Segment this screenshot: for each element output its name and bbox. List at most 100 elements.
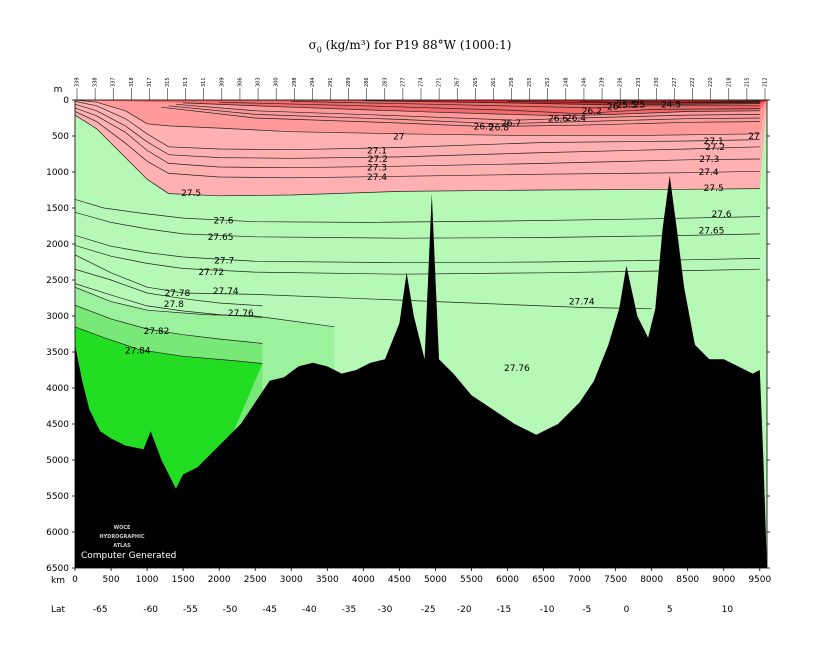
contour-label: 25.5 [616,101,636,111]
station-label: 303 [256,77,262,87]
lat-tick-label: -35 [342,605,357,615]
y-tick-label: 3500 [46,348,69,358]
contour-26.4 [219,101,760,115]
station-label: 300 [274,77,280,87]
station-label: 258 [509,77,515,87]
station-label: 267 [455,77,461,87]
station-label: 286 [364,77,370,87]
contour-label: 27.1 [704,137,724,147]
y-tick-label: 3000 [46,312,69,322]
x-tick-label: 8000 [640,575,663,585]
contour-27.2 [75,103,760,159]
x-tick-label: 9000 [712,575,735,585]
station-label: 311 [201,77,207,87]
station-label: 337 [111,77,117,87]
x-tick-label: 2500 [244,575,267,585]
y-tick-label: 0 [63,96,69,106]
station-label: 317 [147,77,153,87]
contour-26.9 [161,106,760,127]
station-label: 222 [690,77,696,87]
contour-label: 27.6 [213,217,233,227]
contour-27.3 [75,107,760,169]
station-label: 218 [726,77,732,87]
contour-26.8 [168,105,760,125]
contour-label: 26.6 [548,115,568,125]
station-label: 212 [763,77,769,87]
contour-label: 27 [748,132,759,142]
lat-tick-label: -65 [93,605,108,615]
y-tick-label: 4000 [46,384,69,394]
lat-tick-label: -40 [302,605,317,615]
logo-line: WOCE [114,525,131,531]
station-label: 313 [183,77,189,87]
station-label: 255 [527,77,533,87]
contour-27.65 [75,211,760,239]
logo-line: HYDROGRAPHIC [99,534,145,540]
contour-label: 27.3 [367,164,387,174]
lat-tick-label: 0 [624,605,630,615]
contour-27.4 [75,111,760,179]
x-tick-label: 1000 [136,575,159,585]
y-tick-label: 2000 [46,240,69,250]
y-tick-label: 1500 [46,204,69,214]
contour-label: 26.2 [582,107,602,117]
x-tick-label: 6000 [496,575,519,585]
contour-label: 27.84 [125,347,151,357]
y-tick-label: 4500 [46,420,69,430]
contour-label: 26.4 [566,114,586,124]
station-label: 233 [636,77,642,87]
contour-label: 27.72 [198,268,224,278]
contour-27.82 [75,304,263,344]
station-label: 227 [672,77,678,87]
contour-label: 27.65 [208,233,234,243]
lat-tick-label: -30 [378,605,393,615]
x-tick-label: 2000 [208,575,231,585]
y-tick-label: 2500 [46,276,69,286]
x-tick-label: 6500 [532,575,555,585]
contour-label: 27.65 [699,226,725,236]
contour-27 [75,100,760,136]
contour-27.74 [75,254,652,310]
chart-title: σ0 (kg/m³) for P19 88°W (1000:1) [308,38,512,55]
lat-tick-label: -20 [457,605,472,615]
lat-tick-label: -15 [497,605,512,615]
contour-label: 27.74 [213,287,239,297]
lat-axis-label: Lat [51,605,66,615]
contour-27.78 [75,268,263,307]
y-tick-label: 5000 [46,456,69,466]
contour-label: 26.7 [501,119,521,129]
band-deep-red [75,100,767,105]
x-tick-label: 3000 [280,575,303,585]
station-label: 248 [563,77,569,87]
station-label: 274 [419,77,425,87]
x-tick-label: 1500 [172,575,195,585]
contour-label: 24.5 [661,100,681,110]
contour-label: 27.1 [367,146,387,156]
credit-text: Computer Generated [81,551,176,561]
x-tick-label: 500 [102,575,119,585]
contour-label: 26.9 [474,123,494,133]
x-tick-label: 4500 [388,575,411,585]
station-label: 239 [600,77,606,87]
station-label: 338 [93,77,99,87]
contour-label: 27.4 [699,168,719,178]
isopycnal-lines [75,100,760,364]
contour-24.5 [615,100,760,103]
contour-label: 27.4 [367,173,387,183]
lat-tick-label: -5 [582,605,591,615]
station-label: 294 [310,77,316,87]
contour-label: 27.5 [704,184,724,194]
contour-25.5 [507,101,760,104]
lat-tick-label: 5 [667,605,673,615]
x-tick-label: 5500 [460,575,483,585]
contour-26.6 [183,102,760,117]
contour-27.84 [75,326,263,364]
contour-label: 27.2 [368,155,388,165]
station-label: 298 [292,77,298,87]
x-tick-label: 4000 [352,575,375,585]
contour-label: 27.2 [705,143,725,153]
contour-label: 27.76 [504,364,530,374]
station-label: 339 [75,77,81,87]
x-tick-label: 5000 [424,575,447,585]
